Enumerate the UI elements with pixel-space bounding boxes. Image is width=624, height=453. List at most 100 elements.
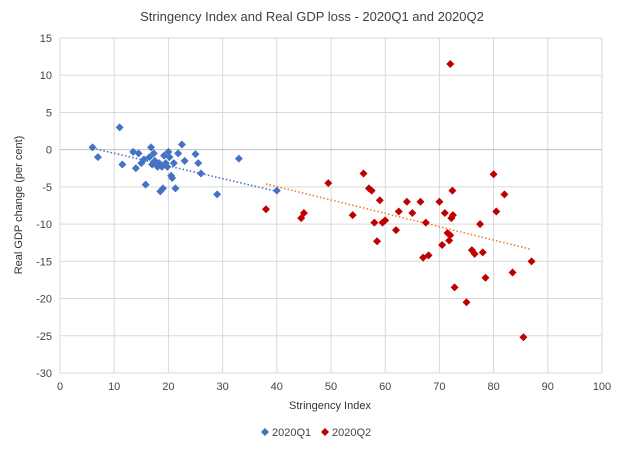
- x-tick-label-2: 20: [162, 381, 174, 393]
- point-2020Q1-33: [194, 159, 203, 168]
- point-2020Q2-0: [261, 205, 270, 214]
- data-points: [88, 60, 536, 342]
- point-2020Q2-22: [438, 240, 447, 249]
- trendlines: [92, 147, 532, 251]
- point-2020Q2-37: [489, 170, 498, 179]
- x-tick-label-9: 90: [542, 381, 554, 393]
- grid-lines: [59, 37, 603, 374]
- point-2020Q2-9: [373, 237, 382, 246]
- x-tick-label-3: 30: [216, 381, 228, 393]
- x-tick-label-10: 100: [593, 381, 611, 393]
- point-2020Q2-16: [408, 208, 417, 217]
- point-2020Q1-0: [88, 143, 97, 152]
- point-2020Q2-10: [375, 196, 384, 205]
- point-2020Q1-5: [131, 164, 140, 173]
- point-2020Q1-37: [272, 186, 281, 195]
- trendline-2020Q1: [92, 147, 277, 193]
- point-2020Q1-3: [118, 160, 127, 169]
- point-2020Q2-29: [448, 211, 457, 220]
- y-axis-title: Real GDP change (per cent): [13, 136, 25, 275]
- point-2020Q2-19: [421, 218, 430, 227]
- x-tick-label-5: 50: [325, 381, 337, 393]
- point-2020Q1-24: [165, 153, 174, 162]
- point-2020Q1-10: [145, 153, 154, 162]
- point-2020Q2-38: [492, 207, 501, 216]
- point-2020Q1-6: [134, 149, 143, 158]
- point-2020Q2-36: [481, 273, 490, 282]
- trendline-2020Q2: [265, 183, 532, 251]
- y-tick-label-3: 0: [46, 145, 52, 157]
- point-2020Q2-34: [476, 220, 485, 229]
- x-tick-label-1: 10: [108, 381, 120, 393]
- point-2020Q2-41: [519, 333, 528, 342]
- point-2020Q2-13: [392, 226, 401, 235]
- point-2020Q1-2: [115, 123, 124, 132]
- x-axis-ticks: 0 10 20 30 40 50 60 70 80 90 100: [57, 381, 611, 393]
- point-2020Q1-29: [174, 149, 183, 158]
- y-tick-label-8: -25: [36, 331, 52, 343]
- point-2020Q2-42: [527, 257, 536, 266]
- y-tick-label-4: -5: [42, 182, 52, 194]
- y-tick-label-0: 15: [40, 33, 52, 45]
- point-2020Q1-22: [163, 162, 172, 171]
- point-2020Q2-30: [450, 283, 459, 292]
- y-tick-label-9: -30: [36, 368, 52, 380]
- point-2020Q2-12: [381, 216, 390, 225]
- x-axis-title: Stringency Index: [289, 400, 371, 412]
- point-2020Q2-43: [446, 60, 455, 69]
- point-2020Q2-7: [367, 186, 376, 195]
- x-tick-label-7: 70: [433, 381, 445, 393]
- point-2020Q1-35: [213, 190, 222, 199]
- point-2020Q1-13: [149, 149, 158, 158]
- legend: 2020Q1 2020Q2: [261, 427, 371, 439]
- legend-label-2020Q2: 2020Q2: [332, 427, 371, 439]
- point-2020Q2-15: [402, 197, 411, 206]
- point-2020Q1-11: [147, 143, 156, 152]
- chart-title: Stringency Index and Real GDP loss - 202…: [140, 9, 484, 24]
- point-2020Q1-26: [168, 173, 177, 182]
- legend-marker-2020Q2: [321, 428, 329, 436]
- point-2020Q2-23: [440, 208, 449, 217]
- point-2020Q1-36: [234, 154, 243, 163]
- y-tick-label-7: -20: [36, 294, 52, 306]
- point-2020Q1-1: [93, 153, 102, 162]
- point-2020Q1-9: [141, 180, 150, 189]
- y-tick-label-2: 5: [46, 107, 52, 119]
- point-2020Q2-28: [448, 186, 457, 195]
- x-tick-label-8: 80: [487, 381, 499, 393]
- point-2020Q1-19: [158, 184, 167, 193]
- point-2020Q2-40: [508, 268, 517, 277]
- point-2020Q1-34: [196, 169, 205, 178]
- x-tick-label-0: 0: [57, 381, 63, 393]
- point-2020Q1-27: [169, 159, 178, 168]
- point-2020Q2-17: [416, 197, 425, 206]
- point-2020Q2-2: [299, 208, 308, 217]
- x-tick-label-4: 40: [271, 381, 283, 393]
- point-2020Q2-26: [446, 231, 455, 240]
- point-2020Q2-20: [424, 251, 433, 260]
- point-2020Q2-21: [435, 197, 444, 206]
- point-2020Q2-39: [500, 190, 509, 199]
- legend-marker-2020Q1: [261, 428, 269, 436]
- point-2020Q2-4: [348, 211, 357, 220]
- y-tick-label-5: -10: [36, 219, 52, 231]
- point-2020Q1-32: [191, 150, 200, 159]
- y-tick-label-1: 10: [40, 70, 52, 82]
- point-2020Q2-14: [394, 207, 403, 216]
- point-2020Q1-23: [164, 147, 173, 156]
- point-2020Q2-5: [359, 169, 368, 178]
- point-2020Q2-35: [478, 248, 487, 257]
- point-2020Q2-8: [370, 218, 379, 227]
- point-2020Q2-31: [462, 298, 471, 307]
- legend-label-2020Q1: 2020Q1: [272, 427, 311, 439]
- point-2020Q1-31: [180, 156, 189, 165]
- y-tick-label-6: -15: [36, 256, 52, 268]
- point-2020Q1-28: [171, 184, 180, 193]
- point-2020Q2-33: [470, 249, 479, 258]
- point-2020Q2-3: [324, 179, 333, 188]
- point-2020Q2-25: [445, 236, 454, 245]
- y-axis-ticks: 15 10 5 0 -5 -10 -15 -20 -25 -30: [36, 33, 52, 380]
- point-2020Q1-30: [177, 140, 186, 149]
